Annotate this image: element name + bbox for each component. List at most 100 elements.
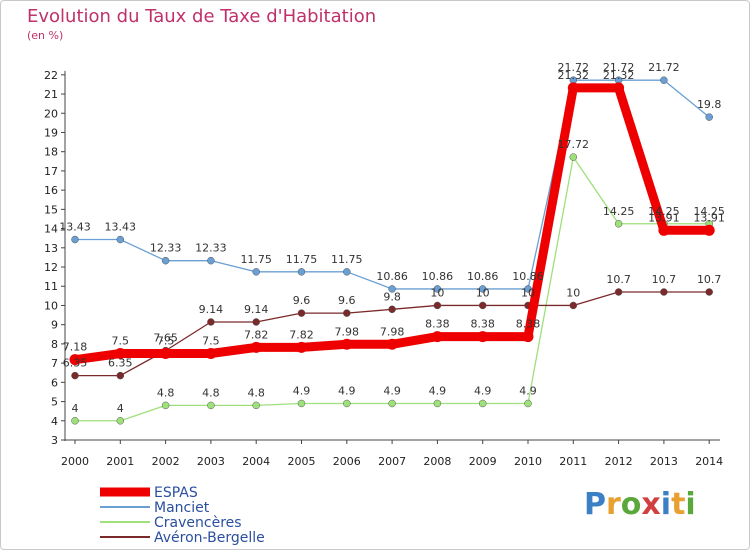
data-point (524, 399, 532, 408)
data-label: 7.5 (157, 335, 175, 348)
data-point (388, 399, 396, 408)
data-label: 7.5 (112, 335, 130, 348)
data-point (297, 399, 306, 408)
data-point (207, 318, 215, 326)
data-point (388, 305, 396, 314)
data-label: 21.72 (558, 61, 590, 74)
y-tick-label: 11 (44, 280, 58, 293)
data-label: 10 (566, 286, 580, 299)
x-tick-label: 2001 (106, 455, 134, 468)
x-tick-label: 2014 (695, 455, 723, 468)
data-point (386, 338, 398, 350)
data-point (343, 399, 351, 408)
chart-title: Evolution du Taux de Taxe d'Habitation (27, 6, 377, 27)
data-point (296, 341, 307, 353)
data-label: 21.72 (648, 61, 680, 74)
data-point (478, 399, 487, 408)
x-tick-label: 2004 (242, 455, 270, 468)
data-point (116, 417, 125, 425)
y-tick-label: 19 (44, 126, 58, 139)
data-label: 10.86 (512, 270, 544, 283)
x-tick-label: 2013 (650, 455, 678, 468)
data-label: 4.9 (383, 384, 401, 397)
data-label: 10 (521, 286, 535, 299)
data-label: 14.25 (648, 205, 680, 218)
y-tick-label: 14 (44, 223, 58, 236)
data-point (433, 285, 442, 293)
data-point (567, 82, 579, 94)
x-tick-label: 2012 (605, 455, 633, 468)
data-label: 4.8 (157, 386, 175, 399)
data-point (705, 113, 713, 121)
data-label: 21.72 (603, 61, 635, 74)
data-label: 7.5 (202, 335, 220, 348)
data-point (161, 401, 170, 410)
data-label: 10.86 (376, 270, 408, 283)
data-point (207, 401, 215, 410)
data-point (705, 288, 713, 296)
data-point (161, 256, 170, 265)
data-point (522, 331, 534, 343)
data-label: 7.18 (63, 341, 88, 354)
data-point (614, 288, 623, 296)
data-point (524, 285, 532, 293)
data-point (71, 417, 79, 425)
data-label: 4.9 (474, 384, 492, 397)
data-label: 21.32 (558, 69, 590, 82)
y-axis-unit: (en %) (27, 29, 64, 42)
x-tick-label: 2008 (423, 455, 451, 468)
x-tick-label: 2007 (378, 455, 406, 468)
data-label: 13.91 (648, 211, 680, 224)
x-tick-label: 2011 (559, 455, 587, 468)
data-point (116, 371, 125, 380)
data-point (433, 399, 442, 408)
data-label: 17.72 (558, 138, 590, 151)
legend-label: Cravencères (154, 515, 242, 531)
data-label: 14.25 (693, 205, 725, 218)
data-point (478, 285, 487, 293)
data-label: 4 (72, 402, 79, 415)
x-tick-label: 2005 (288, 455, 316, 468)
data-point (569, 153, 578, 161)
y-tick-label: 8 (51, 338, 58, 351)
data-point (297, 268, 306, 276)
data-point (250, 341, 262, 353)
data-label: 8.38 (425, 318, 450, 331)
data-label: 8.38 (516, 318, 541, 331)
data-label: 10.86 (467, 270, 499, 283)
data-point (114, 348, 126, 360)
data-label: 13.91 (693, 211, 725, 224)
x-tick-label: 2000 (61, 455, 89, 468)
y-tick-label: 10 (44, 299, 58, 312)
y-tick-label: 9 (51, 319, 58, 332)
data-point (205, 348, 217, 360)
data-label: 6.35 (108, 357, 133, 370)
data-point (433, 301, 442, 310)
data-label: 10 (430, 286, 444, 299)
data-point (660, 288, 668, 296)
data-label: 6.35 (63, 357, 88, 370)
data-point (388, 285, 396, 293)
data-label: 14.25 (603, 205, 635, 218)
data-point (160, 348, 172, 360)
data-point (343, 268, 351, 276)
legend-label: ESPAS (154, 485, 198, 501)
proxiti-logo: Proxiti (584, 487, 696, 522)
x-tick-label: 2002 (152, 455, 180, 468)
data-point (71, 371, 79, 380)
series-line-1 (74, 79, 710, 290)
series-line-0 (70, 83, 714, 365)
data-label: 7.98 (380, 325, 405, 338)
y-tick-label: 18 (44, 146, 58, 159)
data-point (431, 331, 443, 343)
y-tick-label: 5 (51, 396, 58, 409)
data-label: 10.7 (697, 273, 722, 286)
data-label: 4.9 (519, 384, 537, 397)
y-tick-label: 22 (44, 69, 58, 82)
data-point (297, 309, 306, 317)
data-point (614, 220, 623, 228)
data-label: 9.14 (244, 303, 269, 316)
data-point (71, 235, 79, 244)
data-label: 19.8 (697, 98, 722, 111)
data-label: 4 (117, 402, 124, 415)
